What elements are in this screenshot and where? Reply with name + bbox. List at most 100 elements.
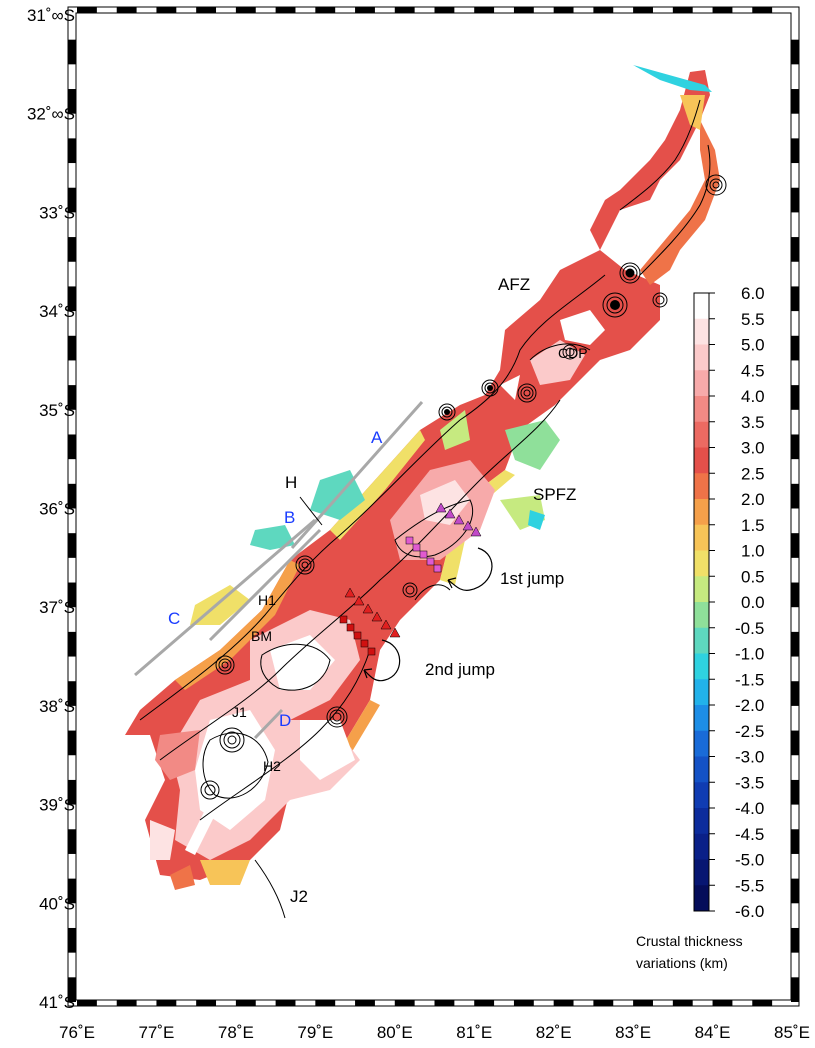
frame-check-top (77, 7, 97, 13)
frame-check-right (791, 483, 799, 509)
frame-check-bottom (633, 1000, 653, 1006)
colorbar-segment (694, 421, 709, 448)
frame-check-left (68, 977, 76, 1002)
colorbar-segment (694, 344, 709, 371)
frame-check-bottom (593, 1000, 614, 1006)
lat-tick-label: 33˚S (39, 203, 75, 222)
colorbar-tick-label: 3.0 (741, 439, 765, 458)
frame-check-bottom (77, 1000, 97, 1006)
colorbar-tick-label: -0.5 (735, 619, 764, 638)
frame-check-left (68, 39, 76, 65)
first-jump-markers (405, 502, 482, 573)
colorbar-segment (694, 627, 709, 654)
colorbar-tick-label: 3.5 (741, 413, 765, 432)
frame-check-top (752, 7, 773, 13)
profile-lines (134, 401, 424, 740)
frame-check-right (791, 582, 799, 608)
frame-check-top (474, 7, 495, 13)
profile-label-d: D (279, 711, 291, 730)
frame-check-left (68, 779, 76, 805)
frame-check-right (791, 286, 799, 312)
first-jump-arrow (447, 547, 493, 591)
lon-tick-label: 76˚E (59, 1023, 95, 1042)
lon-tick-label: 79˚E (297, 1023, 333, 1042)
frame-check-left (68, 730, 76, 756)
colorbar-segment (694, 679, 709, 706)
frame-check-top (355, 7, 375, 13)
frame-check-right (791, 237, 799, 262)
lon-tick-label: 81˚E (456, 1023, 492, 1042)
frame-check-right (791, 681, 799, 706)
lat-tick-label: 34˚S (39, 302, 75, 321)
lon-tick-label: 78˚E (218, 1023, 254, 1042)
frame-check-left (68, 878, 76, 904)
lat-tick-label: 37˚S (39, 598, 75, 617)
label-spfz: SPFZ (533, 485, 576, 504)
lon-tick-label: 77˚E (138, 1023, 174, 1042)
lat-tick-label: 39˚S (39, 796, 75, 815)
label-h1: H1 (258, 592, 276, 608)
colorbar-tick-label: 5.0 (741, 336, 765, 355)
label-bm: BM (251, 628, 272, 644)
frame-check-top (593, 7, 614, 13)
frame-check-right (791, 927, 799, 953)
crustal-thickness-field (125, 65, 720, 890)
frame-check-right (791, 138, 799, 164)
second-jump-arrow (363, 639, 401, 682)
lat-tick-label: 31˚∞S (27, 6, 75, 25)
frame-check-left (68, 237, 76, 262)
colorbar-tick-label: 1.5 (741, 516, 765, 535)
frame-check-bottom (513, 1000, 534, 1006)
profile-label-c: C (168, 609, 180, 628)
colorbar-segment (694, 550, 709, 577)
lat-tick-label: 36˚S (39, 500, 75, 519)
label-afz: AFZ (498, 275, 530, 294)
frame-check-bottom (553, 1000, 574, 1006)
frame-check-top (116, 7, 137, 13)
colorbar-segment (694, 396, 709, 423)
frame-check-right (791, 533, 799, 558)
colorbar-tick-label: 1.0 (741, 542, 765, 561)
frame-check-right (791, 631, 799, 657)
frame-check-left (68, 89, 76, 114)
colorbar-tick-label: 2.5 (741, 464, 765, 483)
frame-check-left (68, 582, 76, 608)
colorbar-segment (694, 705, 709, 732)
frame-check-top (235, 7, 256, 13)
lon-tick-label: 84˚E (695, 1023, 731, 1042)
frame-check-bottom (672, 1000, 693, 1006)
colorbar-tick-label: -1.0 (735, 645, 764, 664)
frame-check-left (68, 434, 76, 460)
frame-check-bottom (315, 1000, 336, 1006)
frame-check-bottom (196, 1000, 217, 1006)
frame-check-top (553, 7, 574, 13)
colorbar-segment (694, 499, 709, 526)
second-jump-markers (339, 587, 401, 656)
frame-check-left (68, 483, 76, 509)
frame-check-bottom (712, 1000, 733, 1006)
colorbar-segment (694, 318, 709, 345)
frame-check-top (275, 7, 296, 13)
label-cdp: CDP (558, 345, 588, 361)
label-j2: J2 (290, 887, 308, 906)
profile-label-a: A (371, 428, 383, 447)
label-h: H (285, 473, 297, 492)
frame-check-bottom (116, 1000, 137, 1006)
colorbar-segment (694, 808, 709, 835)
colorbar-segment (694, 859, 709, 886)
colorbar-tick-label: -5.0 (735, 851, 764, 870)
frame-check-left (68, 681, 76, 706)
colorbar-tick-label: -3.0 (735, 748, 764, 767)
colorbar-tick-label: 0.5 (741, 567, 765, 586)
colorbar-segment (694, 524, 709, 551)
lon-tick-label: 85˚E (774, 1023, 810, 1042)
frame-check-top (315, 7, 336, 13)
frame-check-top (156, 7, 177, 13)
frame-check-right (791, 385, 799, 410)
lon-tick-label: 82˚E (536, 1023, 572, 1042)
frame-check-bottom (156, 1000, 177, 1006)
lon-tick-labels: 76˚E 77˚E 78˚E 79˚E 80˚E 81˚E 82˚E 83˚E 84˚E 85˚E (59, 1023, 810, 1042)
colorbar-segment (694, 885, 709, 912)
map-frame (67, 6, 800, 1007)
